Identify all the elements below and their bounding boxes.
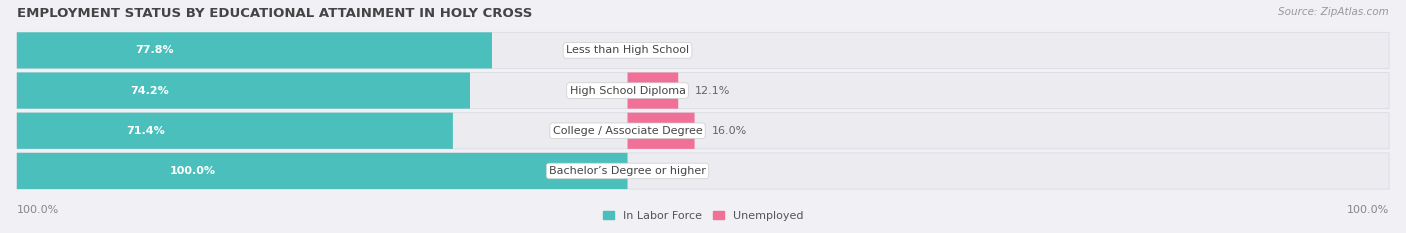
FancyBboxPatch shape xyxy=(17,72,470,109)
Text: 0.0%: 0.0% xyxy=(662,166,690,176)
FancyBboxPatch shape xyxy=(17,113,453,149)
FancyBboxPatch shape xyxy=(627,72,678,109)
Text: 100.0%: 100.0% xyxy=(170,166,215,176)
FancyBboxPatch shape xyxy=(627,113,695,149)
Text: 74.2%: 74.2% xyxy=(131,86,169,96)
FancyBboxPatch shape xyxy=(17,113,1389,149)
Text: Source: ZipAtlas.com: Source: ZipAtlas.com xyxy=(1278,7,1389,17)
FancyBboxPatch shape xyxy=(17,72,1389,109)
Text: College / Associate Degree: College / Associate Degree xyxy=(553,126,703,136)
FancyBboxPatch shape xyxy=(17,153,1389,189)
Text: 71.4%: 71.4% xyxy=(127,126,165,136)
Text: 100.0%: 100.0% xyxy=(1347,205,1389,215)
FancyBboxPatch shape xyxy=(17,153,627,189)
Text: 12.1%: 12.1% xyxy=(695,86,731,96)
Text: 0.0%: 0.0% xyxy=(662,45,690,55)
FancyBboxPatch shape xyxy=(17,32,492,69)
Text: Bachelor’s Degree or higher: Bachelor’s Degree or higher xyxy=(550,166,706,176)
Text: 100.0%: 100.0% xyxy=(17,205,59,215)
Text: EMPLOYMENT STATUS BY EDUCATIONAL ATTAINMENT IN HOLY CROSS: EMPLOYMENT STATUS BY EDUCATIONAL ATTAINM… xyxy=(17,7,533,20)
Text: 16.0%: 16.0% xyxy=(711,126,747,136)
Legend: In Labor Force, Unemployed: In Labor Force, Unemployed xyxy=(598,206,808,225)
Text: 77.8%: 77.8% xyxy=(135,45,174,55)
FancyBboxPatch shape xyxy=(17,32,1389,69)
Text: High School Diploma: High School Diploma xyxy=(569,86,686,96)
Text: Less than High School: Less than High School xyxy=(567,45,689,55)
